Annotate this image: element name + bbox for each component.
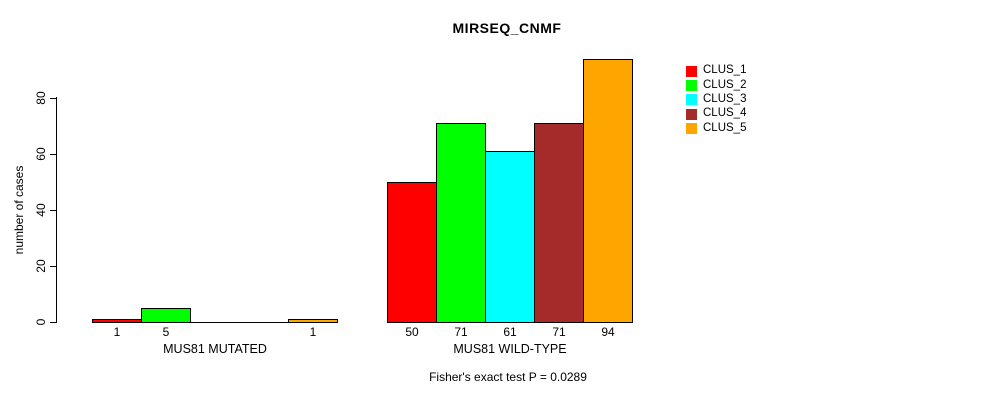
y-tick-label: 60 xyxy=(34,147,48,161)
y-tick-label: 40 xyxy=(34,203,48,217)
legend-swatch-clus-4 xyxy=(686,108,697,120)
y-tick xyxy=(50,98,57,99)
bar-clus-3-mus81-wild-type xyxy=(485,151,535,323)
footnote: Fisher's exact test P = 0.0289 xyxy=(429,370,587,384)
legend-swatch-clus-5 xyxy=(686,122,697,134)
bar-clus-1-mus81-wild-type xyxy=(387,182,437,323)
chart-title: MIRSEQ_CNMF xyxy=(452,20,562,36)
legend-swatch-clus-1 xyxy=(686,65,697,77)
legend-swatch-clus-2 xyxy=(686,79,697,91)
bar-value-label: 94 xyxy=(601,325,615,339)
bar-clus-1-mus81-mutated xyxy=(92,319,142,323)
y-tick xyxy=(50,154,57,155)
bar-value-label: 71 xyxy=(454,325,468,339)
legend-label: CLUS_1 xyxy=(703,64,747,77)
bar-value-label: 71 xyxy=(552,325,566,339)
legend: CLUS_1 CLUS_2 CLUS_3 CLUS_4 CLUS_5 xyxy=(686,64,746,135)
y-tick xyxy=(50,210,57,211)
legend-item-clus-2: CLUS_2 xyxy=(686,78,746,92)
legend-swatch-clus-3 xyxy=(686,94,697,106)
bar-value-label: 50 xyxy=(405,325,419,339)
legend-item-clus-3: CLUS_3 xyxy=(686,93,746,107)
legend-item-clus-4: CLUS_4 xyxy=(686,107,746,121)
y-tick xyxy=(50,266,57,267)
y-tick-label: 80 xyxy=(34,91,48,105)
bar-value-label: 1 xyxy=(113,325,121,339)
legend-label: CLUS_4 xyxy=(703,107,747,120)
y-tick-label: 20 xyxy=(34,259,48,273)
y-axis-label: number of cases xyxy=(12,165,26,255)
bar-clus-5-mus81-wild-type xyxy=(583,59,633,323)
y-tick-label: 0 xyxy=(34,318,48,326)
legend-item-clus-5: CLUS_5 xyxy=(686,121,746,135)
legend-label: CLUS_5 xyxy=(703,121,747,134)
zero-bar-clus-4-mus81-mutated xyxy=(239,322,289,323)
y-tick xyxy=(50,322,57,323)
bar-value-label: 61 xyxy=(503,325,517,339)
x-axis-group-label-mus81-mutated: MUS81 MUTATED xyxy=(163,342,267,356)
bar-clus-2-mus81-wild-type xyxy=(436,123,486,323)
x-axis-group-label-mus81-wild-type: MUS81 WILD-TYPE xyxy=(453,342,567,356)
bar-clus-4-mus81-wild-type xyxy=(534,123,584,323)
legend-label: CLUS_2 xyxy=(703,78,747,91)
bar-value-label: 1 xyxy=(309,325,317,339)
bar-clus-2-mus81-mutated xyxy=(141,308,191,323)
zero-bar-clus-3-mus81-mutated xyxy=(190,322,240,323)
bar-value-label: 5 xyxy=(162,325,170,339)
bar-clus-5-mus81-mutated xyxy=(288,319,338,323)
legend-label: CLUS_3 xyxy=(703,92,747,105)
legend-item-clus-1: CLUS_1 xyxy=(686,64,746,78)
